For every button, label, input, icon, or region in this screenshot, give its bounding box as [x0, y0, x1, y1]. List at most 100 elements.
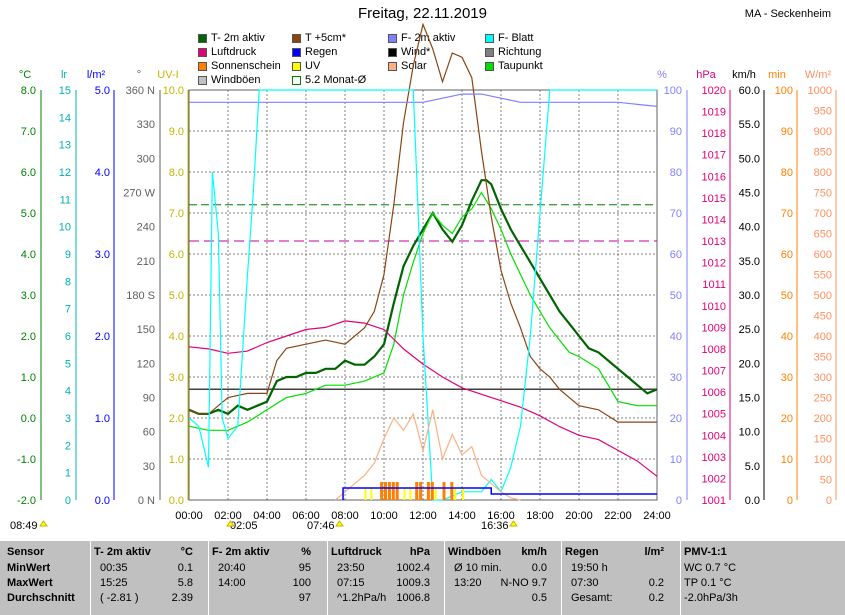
table-cell: -2.0hPa/3h — [684, 592, 738, 604]
temp-axis-tick: 3.0 — [21, 290, 36, 302]
uv-axis-tick: 7.0 — [169, 208, 184, 220]
humidity-axis-tick: 20 — [670, 413, 682, 425]
table-cell: WC 0.7 °C — [684, 562, 737, 574]
series-line — [188, 89, 657, 501]
sunshine-bar — [387, 482, 391, 500]
table-cell: 2.39 — [171, 592, 193, 604]
legend-swatch — [485, 47, 494, 57]
legend-label: UV — [305, 60, 321, 72]
lr-axis-tick: 2 — [65, 440, 71, 452]
pressure-axis-tick: 1006 — [702, 387, 726, 399]
uv-axis-tick: 9.0 — [169, 126, 184, 138]
uv-axis-tick: 10.0 — [163, 85, 184, 97]
direction-axis-tick: 240 — [137, 222, 155, 234]
table-cell: 0.2 — [648, 592, 664, 604]
table-cell: 00:35 — [100, 562, 128, 574]
humidity-axis-tick: 60 — [670, 249, 682, 261]
table-cell: F- 2m aktiv — [212, 546, 270, 558]
wind-axis-tick: 25.0 — [739, 324, 760, 336]
table-cell: 13:20 — [454, 577, 482, 589]
legend-label: Regen — [305, 46, 338, 58]
legend-item: T- 2m aktiv — [198, 32, 265, 44]
table-cell: Ø 10 min. — [454, 562, 502, 574]
table-cell: hPa — [409, 546, 430, 558]
humidity-axis-tick: 90 — [670, 126, 682, 138]
table-cell: ^1.2hPa/h — [337, 592, 387, 604]
lr-axis-tick: 6 — [65, 331, 71, 343]
legend-swatch — [292, 75, 301, 85]
lr-axis-tick: 4 — [65, 386, 71, 398]
uv-bar — [403, 488, 406, 500]
legend-label: Taupunkt — [498, 60, 543, 72]
table-cell: 19:50 h — [571, 562, 608, 574]
x-tick-label: 08:00 — [331, 510, 359, 522]
pressure-axis-tick: 1004 — [702, 430, 726, 442]
direction-axis-tick: 120 — [137, 358, 155, 370]
legend-item: Solar — [388, 60, 427, 72]
table-cell: 0.2 — [648, 577, 664, 589]
moon-marker-icon — [226, 520, 235, 527]
pressure-axis-tick: 1009 — [702, 322, 726, 334]
direction-axis-tick: 270 W — [123, 188, 155, 200]
axis-unit-label: min — [768, 69, 786, 81]
uv-axis-tick: 8.0 — [169, 167, 184, 179]
table-cell: 07:30 — [571, 577, 599, 589]
table-cell: 1006.8 — [396, 592, 430, 604]
direction-axis-tick: 210 — [137, 256, 155, 268]
lr-axis-tick: 11 — [60, 194, 71, 206]
rain-axis-tick: 0.0 — [95, 495, 110, 507]
legend-label: Sonnenschein — [211, 60, 281, 72]
solar-axis-tick: 1000 — [808, 85, 832, 97]
legend-label: T +5cm* — [305, 32, 347, 44]
solar-axis-tick: 450 — [814, 311, 832, 323]
lr-axis-tick: 8 — [65, 276, 71, 288]
table-cell: 1002.4 — [396, 562, 430, 574]
table-cell: 07:15 — [337, 577, 365, 589]
solar-axis-tick: 800 — [814, 167, 832, 179]
lr-axis-tick: 15 — [59, 85, 71, 97]
table-cell: Windböen — [448, 546, 502, 558]
pressure-axis-tick: 1008 — [702, 344, 726, 356]
x-tick-label: 04:00 — [253, 510, 281, 522]
table-cell: 97 — [298, 592, 311, 604]
lr-axis-tick: 5 — [65, 358, 71, 370]
wind-axis-tick: 10.0 — [739, 427, 760, 439]
solar-axis-tick: 350 — [814, 352, 832, 364]
sunmin-axis-tick: 60 — [781, 249, 793, 261]
moon-marker-icon — [39, 520, 48, 527]
pressure-axis-tick: 1011 — [702, 279, 726, 291]
legend-swatch — [485, 33, 494, 43]
rain-axis-tick: 3.0 — [95, 249, 110, 261]
temp-axis-tick: -1.0 — [17, 454, 36, 466]
lr-axis-tick: 10 — [59, 222, 71, 234]
sunset-label: 16:36 — [481, 520, 509, 532]
station-location: MA - Seckenheim — [744, 8, 831, 20]
uv-axis-tick: 4.0 — [169, 331, 184, 343]
sunshine-bar — [430, 482, 434, 500]
sunshine-bar — [415, 482, 419, 500]
table-cell: 5.8 — [177, 577, 193, 589]
uv-bar — [364, 488, 367, 500]
sunshine-bar — [384, 482, 387, 500]
axis-unit-label: km/h — [732, 69, 756, 81]
direction-axis-tick: 300 — [137, 153, 155, 165]
table-cell: PMV-1:1 — [684, 546, 727, 558]
legend-item: 5.2 Monat-Ø — [292, 74, 366, 86]
table-column-separator — [90, 541, 91, 615]
axis-unit-label: l/m² — [87, 69, 106, 81]
sunmin-axis-tick: 10 — [781, 454, 793, 466]
sun-marker-icon — [335, 520, 344, 527]
sunmin-axis-tick: 0 — [787, 495, 793, 507]
legend-label: Solar — [401, 60, 427, 72]
series-line — [188, 22, 657, 423]
sunrise-label: 07:46 — [307, 520, 335, 532]
table-cell: 0.5 — [531, 592, 547, 604]
uv-bar — [454, 488, 457, 500]
rain-axis-tick: 2.0 — [95, 331, 110, 343]
solar-axis-tick: 950 — [814, 106, 832, 118]
pressure-axis-tick: 1005 — [702, 409, 726, 421]
table-column-separator — [680, 541, 681, 615]
sunshine-bar — [426, 482, 430, 500]
solar-axis-tick: 550 — [814, 270, 832, 282]
direction-axis-tick: 150 — [137, 324, 155, 336]
